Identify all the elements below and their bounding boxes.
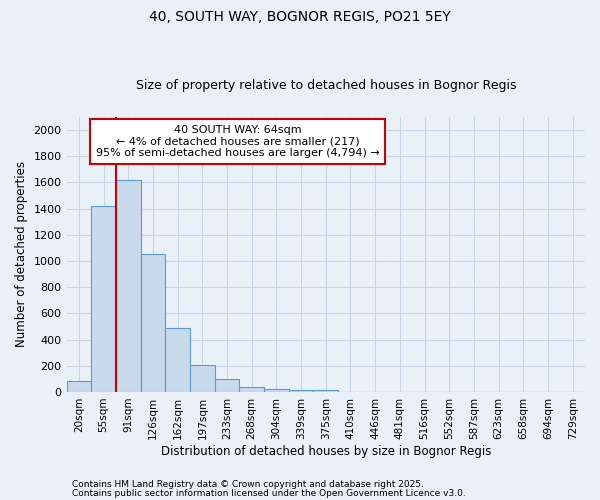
Y-axis label: Number of detached properties: Number of detached properties xyxy=(15,162,28,348)
X-axis label: Distribution of detached houses by size in Bognor Regis: Distribution of detached houses by size … xyxy=(161,444,491,458)
Bar xyxy=(67,382,91,392)
Title: Size of property relative to detached houses in Bognor Regis: Size of property relative to detached ho… xyxy=(136,79,516,92)
Text: 40, SOUTH WAY, BOGNOR REGIS, PO21 5EY: 40, SOUTH WAY, BOGNOR REGIS, PO21 5EY xyxy=(149,10,451,24)
Bar xyxy=(289,390,313,392)
Bar xyxy=(264,388,289,392)
Bar xyxy=(239,388,264,392)
Bar xyxy=(165,328,190,392)
Bar xyxy=(313,390,338,392)
Text: Contains public sector information licensed under the Open Government Licence v3: Contains public sector information licen… xyxy=(72,488,466,498)
Bar xyxy=(116,180,140,392)
Bar xyxy=(215,379,239,392)
Bar xyxy=(91,206,116,392)
Bar xyxy=(190,365,215,392)
Bar xyxy=(140,254,165,392)
Text: Contains HM Land Registry data © Crown copyright and database right 2025.: Contains HM Land Registry data © Crown c… xyxy=(72,480,424,489)
Text: 40 SOUTH WAY: 64sqm
← 4% of detached houses are smaller (217)
95% of semi-detach: 40 SOUTH WAY: 64sqm ← 4% of detached hou… xyxy=(96,125,380,158)
